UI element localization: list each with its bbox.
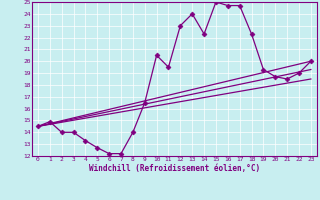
X-axis label: Windchill (Refroidissement éolien,°C): Windchill (Refroidissement éolien,°C) — [89, 164, 260, 173]
